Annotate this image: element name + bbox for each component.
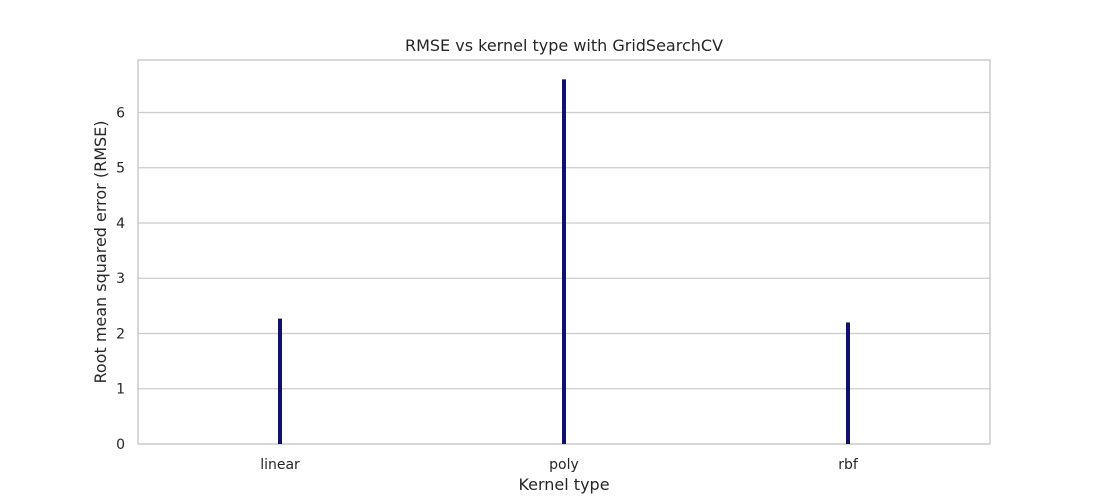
chart-title: RMSE vs kernel type with GridSearchCV [405,36,723,55]
y-tick-label-0: 0 [116,437,125,453]
bar-linear [278,318,282,444]
y-tick-label-2: 2 [116,326,125,342]
x-axis-label: Kernel type [518,475,609,494]
y-tick-label-1: 1 [116,382,125,398]
x-tick-label-rbf: rbf [838,457,859,473]
y-tick-label-6: 6 [116,105,125,121]
y-tick-labels: 0 1 2 3 4 5 6 [116,105,125,453]
bar-poly [562,79,566,444]
x-tick-label-poly: poly [549,457,579,473]
x-tick-labels: linear poly rbf [260,457,859,473]
y-tick-label-4: 4 [116,216,125,232]
bar-rbf [846,322,850,444]
bar-layer [278,79,850,444]
y-axis-label: Root mean squared error (RMSE) [91,120,110,383]
y-tick-label-3: 3 [116,271,125,287]
y-tick-label-5: 5 [116,161,125,177]
x-tick-label-linear: linear [260,457,300,473]
